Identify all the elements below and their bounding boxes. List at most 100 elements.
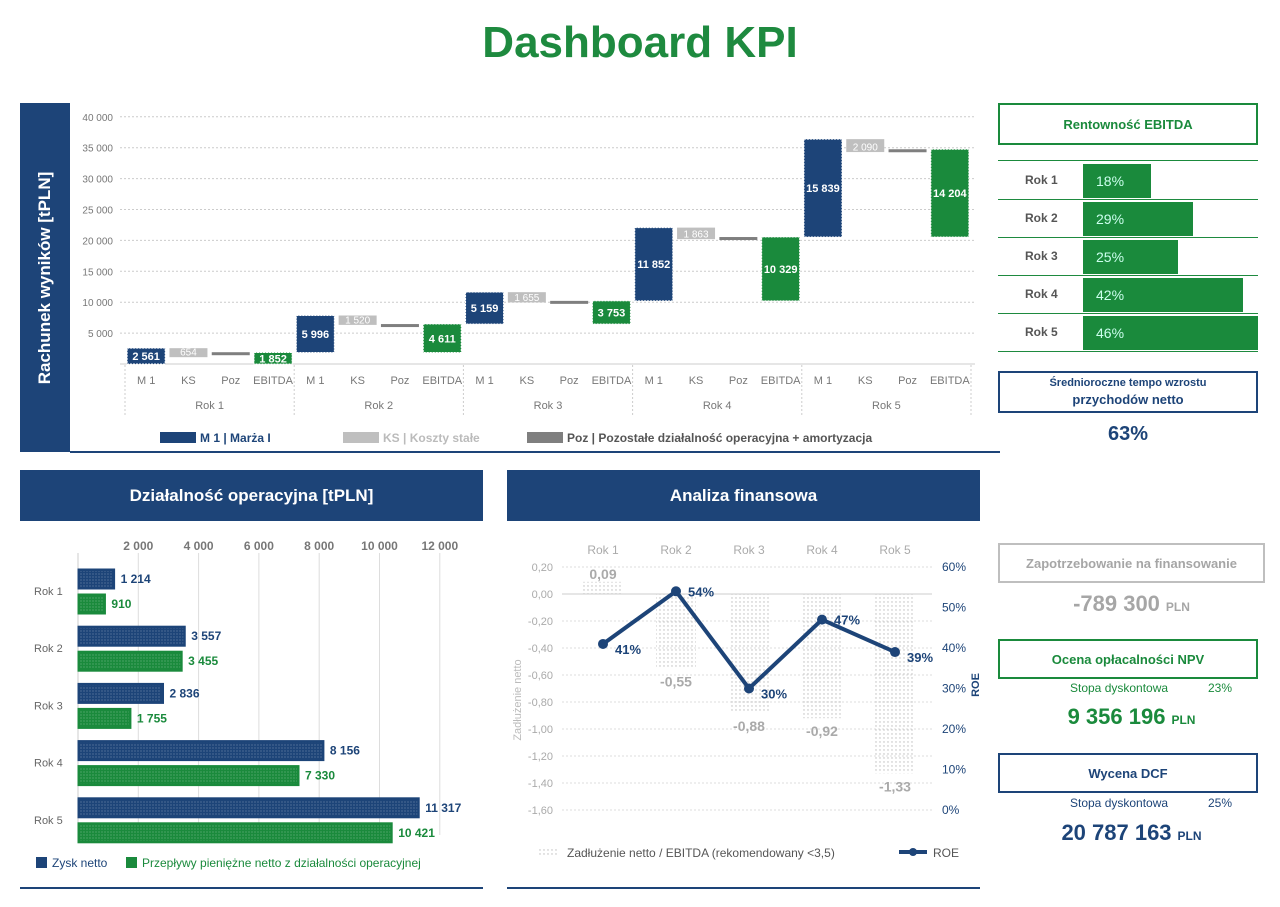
y-tick-label: 20 000 bbox=[82, 236, 113, 247]
x-item-label: M 1 bbox=[137, 375, 155, 387]
x-item-label: KS bbox=[350, 375, 365, 387]
x-item-label: EBITDA bbox=[592, 375, 632, 387]
y-right-tick-label: 40% bbox=[942, 641, 966, 655]
dcf-value: 20 787 163 PLN bbox=[998, 820, 1265, 846]
debt-bar-label: -0,88 bbox=[733, 718, 765, 734]
x-item-label: Poz bbox=[390, 375, 409, 387]
margin-bar: 46% bbox=[1083, 316, 1258, 350]
bar-pattern bbox=[80, 653, 181, 670]
y-right-tick-label: 30% bbox=[942, 682, 966, 696]
ebitda-margin-row: Rok 5 46% bbox=[998, 314, 1258, 352]
bar-ks-label: 1 655 bbox=[514, 293, 539, 304]
bar-ks-label: 1 863 bbox=[684, 230, 709, 241]
y-tick-label: 10 000 bbox=[82, 298, 113, 309]
x-item-label: Poz bbox=[560, 375, 579, 387]
bar-poz bbox=[550, 300, 589, 304]
roe-point bbox=[598, 638, 608, 649]
operations-chart: 2 000 4 000 6 000 8 000 10 000 12 000 Rok 1 1 2… bbox=[34, 539, 462, 870]
bar-ks-label: 654 bbox=[180, 348, 197, 359]
roe-label: 39% bbox=[907, 650, 933, 665]
bar-pattern bbox=[80, 685, 162, 702]
roe-label: 54% bbox=[688, 584, 714, 599]
y-left-tick-label: 0,20 bbox=[532, 562, 553, 574]
legend-label-roe: ROE bbox=[933, 846, 959, 860]
waterfall-y-label-band: Rachunek wyników [tPLN] bbox=[20, 103, 70, 452]
x-item-label: EBITDA bbox=[422, 375, 462, 387]
bar-pattern bbox=[80, 767, 297, 784]
bar-m1 bbox=[126, 347, 166, 365]
growth-title-line2: przychodów netto bbox=[1072, 392, 1184, 407]
x-category-label: Rok 5 bbox=[879, 543, 911, 557]
row-label: Rok 1 bbox=[1025, 173, 1058, 187]
page-title: Dashboard KPI bbox=[482, 18, 798, 67]
x-category-label: Rok 3 bbox=[733, 543, 765, 557]
financing-amount: -789 300 bbox=[1073, 591, 1160, 616]
legend-label: Przepływy pieniężne netto z działalności… bbox=[142, 856, 421, 870]
bar-ks bbox=[677, 227, 716, 240]
legend-swatch bbox=[126, 857, 137, 868]
npv-unit: PLN bbox=[1171, 713, 1196, 727]
roe-label: 41% bbox=[615, 642, 641, 657]
y-left-tick-label: -0,40 bbox=[528, 643, 553, 655]
bar-m1 bbox=[465, 291, 505, 325]
debt-bar-label: -0,92 bbox=[806, 723, 838, 739]
x-item-label: Poz bbox=[221, 375, 240, 387]
bar-value-label: 3 557 bbox=[191, 629, 221, 643]
x-item-label: Poz bbox=[898, 375, 917, 387]
x-item-label: KS bbox=[689, 375, 704, 387]
y-tick-label: 35 000 bbox=[82, 144, 113, 155]
bar-poz bbox=[888, 149, 927, 153]
bar-value-label: 910 bbox=[111, 597, 131, 611]
npv-value: 9 356 196 PLN bbox=[998, 704, 1265, 730]
x-item-label: M 1 bbox=[475, 375, 493, 387]
y-right-tick-label: 60% bbox=[942, 560, 966, 574]
legend-swatch bbox=[160, 432, 196, 443]
y-right-tick-label: 50% bbox=[942, 601, 966, 615]
legend-swatch-debt bbox=[537, 847, 559, 857]
x-item-label: KS bbox=[858, 375, 873, 387]
dcf-rate-label: Stopa dyskontowa bbox=[1070, 796, 1169, 810]
margin-bar: 42% bbox=[1083, 278, 1243, 312]
legend-marker-roe bbox=[909, 848, 917, 856]
bar-m1-label: 5 159 bbox=[471, 303, 499, 315]
x-item-label: KS bbox=[520, 375, 535, 387]
x-category-label: Rok 2 bbox=[660, 543, 692, 557]
legend-swatch bbox=[343, 432, 379, 443]
bar-ebitda bbox=[253, 352, 293, 365]
y-tick-label: 15 000 bbox=[82, 267, 113, 278]
bar-m1 bbox=[634, 227, 674, 302]
y-right-axis-title: ROE bbox=[970, 673, 980, 697]
y-tick-label: 30 000 bbox=[82, 175, 113, 186]
y-left-axis-title: Zadłużenie netto bbox=[512, 659, 524, 740]
roe-point bbox=[817, 614, 827, 625]
debt-bar bbox=[583, 581, 623, 594]
ebitda-margin-row: Rok 1 18% bbox=[998, 162, 1258, 200]
y-category-label: Rok 2 bbox=[34, 643, 63, 655]
bar-ks-label: 1 520 bbox=[345, 315, 370, 326]
y-left-tick-label: -1,20 bbox=[528, 751, 553, 763]
roe-label: 30% bbox=[761, 687, 787, 702]
bar-ebitda-label: 10 329 bbox=[764, 264, 798, 276]
bar-m1 bbox=[295, 314, 335, 354]
x-item-label: M 1 bbox=[645, 375, 663, 387]
legend-swatch bbox=[36, 857, 47, 868]
divider bbox=[998, 160, 1258, 161]
bar-value-label: 1 214 bbox=[121, 572, 151, 586]
finance-header: Analiza finansowa bbox=[507, 470, 980, 521]
bar-m1-label: 5 996 bbox=[302, 329, 330, 341]
margin-bar: 18% bbox=[1083, 164, 1152, 198]
debt-bar bbox=[656, 594, 696, 669]
row-label: Rok 2 bbox=[1025, 211, 1058, 225]
y-right-tick-label: 0% bbox=[942, 803, 960, 817]
bar-ebitda-label: 14 204 bbox=[933, 188, 968, 200]
bar-pattern bbox=[80, 742, 322, 759]
legend-label-debt: Zadłużenie netto / EBITDA (rekomendowany… bbox=[567, 846, 835, 860]
row-label: Rok 4 bbox=[1025, 287, 1058, 301]
debt-bar-label: -0,55 bbox=[660, 673, 692, 689]
bar-ebitda bbox=[761, 236, 801, 302]
legend-label: M 1 | Marża I bbox=[200, 431, 271, 445]
bar-ebitda-label: 3 753 bbox=[598, 307, 626, 319]
bar-value-label: 7 330 bbox=[305, 769, 335, 783]
x-group-label: Rok 5 bbox=[872, 400, 901, 412]
bar-ebitda bbox=[422, 323, 462, 354]
